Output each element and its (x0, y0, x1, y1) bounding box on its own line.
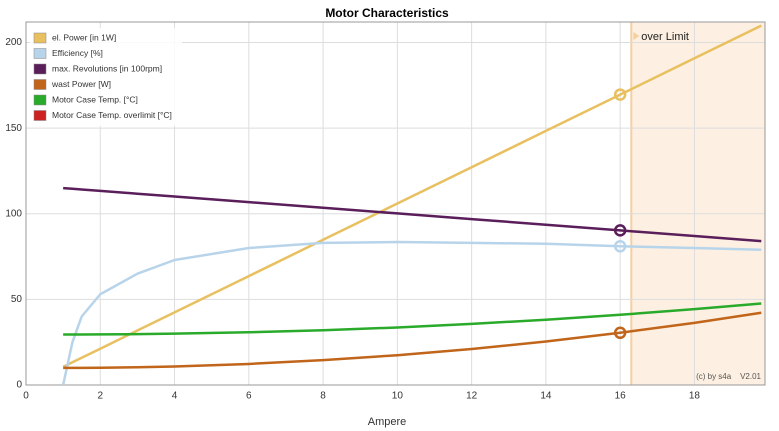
legend-swatch (33, 63, 47, 75)
plot-frame (25, 21, 766, 386)
x-tick-label: 8 (320, 391, 326, 402)
legend-swatch (33, 79, 47, 90)
highlight-marker (613, 326, 627, 340)
legend-swatch (33, 48, 47, 59)
legend-label: el. Power [in 1W] (52, 32, 116, 42)
limit-arrow (633, 32, 640, 40)
legend-label: wast Power [W] (51, 79, 111, 89)
highlight-marker (613, 88, 627, 101)
x-tick-label: 2 (97, 391, 103, 402)
limit-label: over Limit (641, 31, 689, 43)
x-tick-label: 18 (689, 391, 701, 402)
legend-swatch (33, 32, 47, 44)
x-tick-label: 6 (246, 391, 252, 402)
x-tick-label: 0 (23, 391, 29, 402)
series-line (63, 302, 762, 336)
legend-label: Motor Case Temp. [°C] (52, 94, 138, 104)
series-line (63, 311, 762, 370)
legend-label: Motor Case Temp. overlimit [°C] (52, 110, 172, 120)
x-tick-label: 10 (392, 391, 404, 402)
series-line (62, 24, 762, 368)
legend-swatch (33, 94, 47, 106)
legend-box (30, 28, 182, 126)
legend: el. Power [in 1W] Efficiency [%] max. Revo… (30, 28, 182, 126)
y-tick-label: 50 (11, 294, 23, 305)
credit: (c) by s4a V2.01 (696, 372, 761, 381)
x-tick-label: 14 (540, 391, 552, 402)
over-limit-region (631, 22, 765, 385)
legend-label: max. Revolutions [in 100rpm] (52, 63, 162, 73)
x-axis-label: Ampere (368, 416, 407, 428)
x-tick-label: 16 (615, 391, 627, 402)
series-line (61, 240, 762, 386)
y-tick-label: 200 (5, 37, 22, 48)
series-line (63, 186, 762, 243)
y-tick-label: 150 (5, 123, 22, 134)
legend-label: Efficiency [%] (52, 48, 103, 58)
highlight-marker (613, 224, 627, 237)
legend-swatch (33, 110, 47, 121)
x-tick-label: 12 (466, 391, 478, 402)
y-tick-label: 100 (5, 208, 22, 219)
y-tick-label: 0 (16, 380, 22, 391)
x-tick-label: 4 (172, 391, 178, 402)
highlight-marker (613, 240, 627, 253)
chart-title: Motor Characteristics (325, 6, 449, 20)
